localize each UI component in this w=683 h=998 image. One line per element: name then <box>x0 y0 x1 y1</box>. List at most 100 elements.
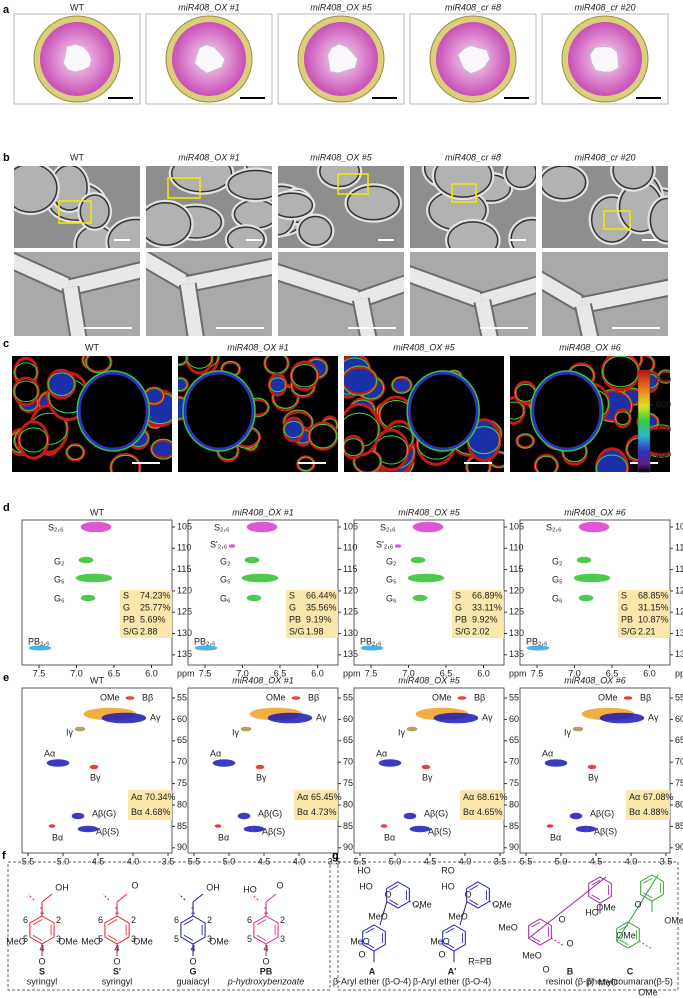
cell-green <box>66 444 85 461</box>
structure-code: C <box>627 966 634 976</box>
atom-label: MeO <box>448 911 468 921</box>
cross-peak <box>457 696 467 700</box>
cell-lumen <box>227 169 272 200</box>
y-tick-label: 90 <box>675 842 683 852</box>
cross-peak <box>526 645 550 651</box>
y-tick-label: 135 <box>177 649 192 659</box>
peak-label: G₅ <box>552 574 563 584</box>
colorbar-tick-label: 400 <box>656 424 671 434</box>
ring-number: 6 <box>23 915 28 925</box>
double-bond <box>107 934 118 941</box>
peak-label: Bγ <box>588 772 599 782</box>
ring-number: 3 <box>207 934 212 944</box>
double-bond <box>365 942 375 949</box>
peak-label: S'₂,₆ <box>376 539 394 549</box>
structure-code: S' <box>113 966 121 976</box>
bond <box>550 937 565 947</box>
atom-label: MeO <box>430 936 450 946</box>
cell-green <box>510 401 525 420</box>
zoom-box <box>58 200 92 224</box>
cross-peak <box>212 759 236 767</box>
fluorescence-image <box>178 356 338 472</box>
x-tick-label: 6.0 <box>643 668 656 678</box>
cross-peak <box>380 824 388 828</box>
cross-peak <box>28 645 52 651</box>
ring <box>386 881 410 909</box>
cross-peak <box>403 812 417 820</box>
cross-peak <box>78 556 94 564</box>
y-tick-label: 80 <box>675 799 683 809</box>
peak-label: Bβ <box>474 692 485 702</box>
vessel <box>77 371 149 451</box>
stat-value: 68.85% <box>638 590 669 600</box>
bond <box>488 900 503 910</box>
bond <box>41 893 53 903</box>
peak-label: G₆ <box>54 593 65 603</box>
peak-label: S₂,₆ <box>546 522 562 532</box>
stat-name: G <box>123 602 130 612</box>
tem-zoom <box>146 252 272 336</box>
stat-value: 33.11% <box>472 602 502 612</box>
x-tick-label: 4.0 <box>127 856 140 866</box>
x-tick-label: 6.0 <box>477 668 490 678</box>
stat-value: 2.88 <box>140 626 158 636</box>
cross-peak <box>291 696 301 700</box>
atom-label: HO <box>585 907 599 917</box>
y-tick-label: 55 <box>509 692 519 702</box>
ring-number: 5 <box>98 934 103 944</box>
cross-peak <box>46 759 70 767</box>
peak-label: Iγ <box>564 727 572 737</box>
stat-value: 9.19% <box>306 614 332 624</box>
stem-pith <box>457 44 491 75</box>
structure-name: resinol (β-β) <box>546 976 594 986</box>
stat-name: G <box>289 602 296 612</box>
cross-peak <box>575 825 597 833</box>
peak-label: OMe <box>432 692 452 702</box>
tem-zoom <box>542 252 668 336</box>
x-tick-label: 7.0 <box>236 668 249 678</box>
peak-label: PB₂,₆ <box>360 636 382 646</box>
zoom-box <box>451 183 477 203</box>
panel-label: miR408_cr #8 <box>445 152 501 162</box>
double-bond <box>256 934 267 941</box>
atom-label: O <box>384 889 391 899</box>
y-tick-label: 85 <box>343 821 353 831</box>
x-tick-label: 6.5 <box>440 668 453 678</box>
peak-label: Bγ <box>422 772 433 782</box>
panel-label: miR408_OX #5 <box>310 152 373 162</box>
panel-label: WT <box>85 342 99 352</box>
cell-lumen <box>447 221 499 248</box>
cross-peak <box>241 573 279 583</box>
stat-name: Bα <box>629 807 640 817</box>
atom-label: HO <box>357 865 371 875</box>
peak-label: OMe <box>100 692 120 702</box>
y-tick-label: 55 <box>343 692 353 702</box>
peak-label: G₅ <box>386 574 397 584</box>
cross-peak <box>409 825 431 833</box>
y-tick-label: 80 <box>509 799 519 809</box>
cross-peak <box>101 712 147 724</box>
cell-green <box>283 420 304 439</box>
wall <box>480 277 536 308</box>
y-tick-label: 125 <box>177 607 192 617</box>
structure-code: G <box>189 966 196 976</box>
peak-label: Aβ(S) <box>262 826 285 836</box>
double-bond <box>591 894 601 901</box>
wall <box>353 297 376 336</box>
structure-code: A' <box>448 966 457 976</box>
cross-peak <box>576 556 592 564</box>
cell-lumen <box>433 166 493 198</box>
atom-label: MeO <box>368 911 388 921</box>
x-tick-label: 3.5 <box>494 856 507 866</box>
stat-name: S <box>455 590 461 600</box>
y-tick-label: 110 <box>675 543 683 553</box>
y-tick-label: 55 <box>177 692 187 702</box>
wall <box>576 303 598 336</box>
y-tick-label: 60 <box>177 714 187 724</box>
cell-red <box>46 368 77 400</box>
colorbar <box>637 369 651 473</box>
stat-name: Bα <box>131 807 142 817</box>
y-tick-label: 105 <box>177 521 192 531</box>
wall <box>358 276 404 306</box>
atom-label: O <box>276 880 283 890</box>
